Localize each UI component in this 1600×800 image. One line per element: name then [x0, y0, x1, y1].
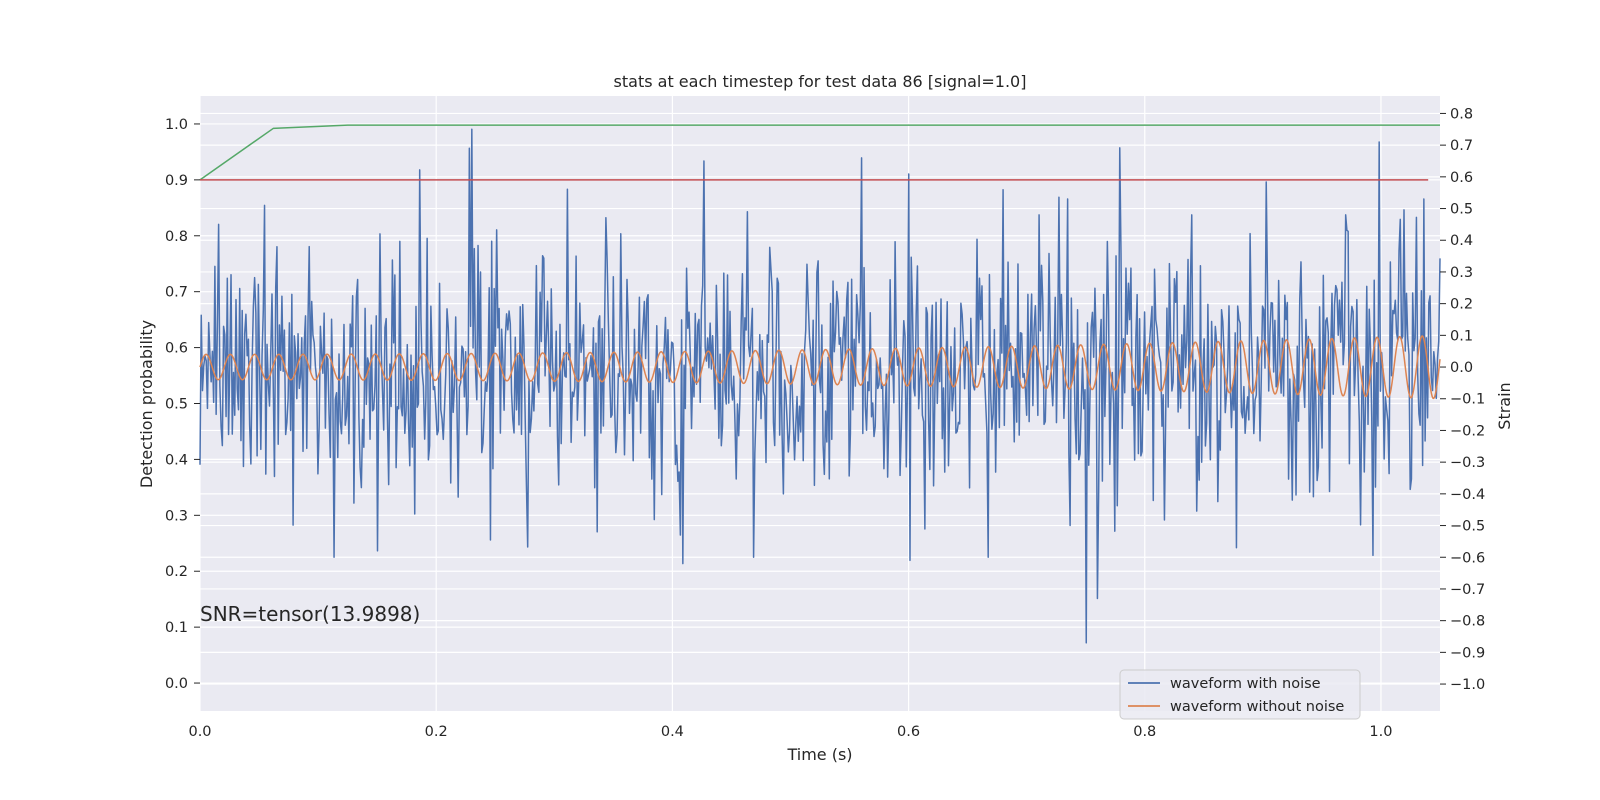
- x-axis-label: Time (s): [786, 745, 852, 764]
- legend-box: [1119, 669, 1361, 720]
- y2-tick-label: −0.3: [1450, 455, 1485, 471]
- y-tick-label: 1.0: [165, 117, 188, 133]
- y2-tick-label: 0.2: [1450, 297, 1473, 313]
- axes: 0.0 0.2 0.4 0.6 0.8 1.0 0.0 0.1 0.2 0.3 0.4 0.5 0.6 0…: [165, 106, 1485, 740]
- y-tick-label: 0.1: [165, 620, 188, 636]
- y2-axis-label: Strain: [1495, 382, 1514, 429]
- y2-tick-label: 0.6: [1450, 170, 1473, 186]
- y-tick-label: 0.9: [165, 173, 188, 189]
- y-tick-label: 0.8: [165, 229, 188, 245]
- legend: waveform with noise waveform without noi…: [1119, 669, 1361, 720]
- y-tick-label: 0.7: [165, 285, 188, 301]
- snr-annotation: SNR=tensor(13.9898): [200, 602, 420, 626]
- y2-tick-label: −0.9: [1450, 645, 1485, 661]
- y2-tick-label: −0.4: [1450, 487, 1485, 503]
- x-tick-label: 0.4: [661, 724, 684, 740]
- line-waveform-with-noise: [199, 128, 1441, 644]
- grid: [199, 96, 1440, 711]
- y-tick-label: 0.2: [165, 564, 188, 580]
- x-tick-label: 0.0: [188, 724, 211, 740]
- y2-tick-label: 0.7: [1450, 138, 1473, 154]
- y2-tick-label: −0.7: [1450, 582, 1485, 598]
- x-tick-label: 0.2: [425, 724, 448, 740]
- y-tick-label: 0.0: [165, 676, 188, 692]
- chart-title: stats at each timestep for test data 86 …: [614, 72, 1027, 91]
- x-tick-label: 0.6: [897, 724, 920, 740]
- y2-tick-label: −1.0: [1450, 677, 1485, 693]
- legend-label-waveform-without-noise: waveform without noise: [1170, 699, 1344, 715]
- x-tick-label: 1.0: [1369, 724, 1392, 740]
- y2-tick-label: 0.3: [1450, 265, 1473, 281]
- y2-tick-label: −0.2: [1450, 423, 1485, 439]
- y2-tick-label: −0.6: [1450, 550, 1485, 566]
- y2-tick-label: 0.4: [1450, 233, 1473, 249]
- legend-label-waveform-with-noise: waveform with noise: [1170, 676, 1321, 692]
- y2-tick-label: 0.0: [1450, 360, 1473, 376]
- y-tick-label: 0.4: [165, 452, 188, 468]
- y-tick-label: 0.3: [165, 508, 188, 524]
- y2-tick-label: −0.8: [1450, 614, 1485, 630]
- data-lines: [199, 124, 1441, 644]
- y-axis-label: Detection probability: [137, 320, 156, 488]
- x-tick-label: 0.8: [1133, 724, 1156, 740]
- y2-tick-label: −0.1: [1450, 392, 1485, 408]
- y2-tick-label: −0.5: [1450, 519, 1485, 535]
- y-tick-label: 0.5: [165, 397, 188, 413]
- y-tick-label: 0.6: [165, 341, 188, 357]
- line-waveform-without-noise: [199, 335, 1441, 400]
- y2-tick-label: 0.1: [1450, 328, 1473, 344]
- y2-tick-label: 0.8: [1450, 106, 1473, 122]
- line-series-55a868: [199, 124, 1440, 181]
- y2-tick-label: 0.5: [1450, 202, 1473, 218]
